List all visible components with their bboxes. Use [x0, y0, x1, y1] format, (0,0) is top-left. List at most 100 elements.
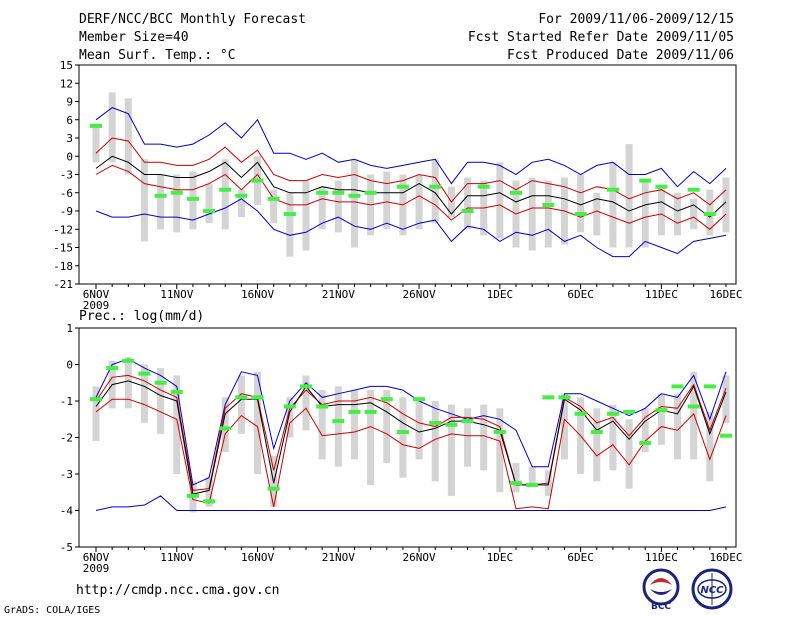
obs-marker: [235, 193, 248, 198]
footer-url[interactable]: http://cmdp.ncc.cma.gov.cn: [76, 583, 280, 598]
spread-bar: [431, 159, 439, 224]
spread-bar: [690, 371, 698, 460]
spread-bar: [318, 390, 326, 460]
spread-bar: [609, 404, 617, 471]
chart-title: DERF/NCC/BCC Monthly Forecast: [79, 12, 306, 27]
obs-marker: [429, 184, 442, 189]
obs-marker: [267, 196, 280, 201]
obs-marker: [639, 440, 652, 445]
produced-date: Fcst Produced Date 2009/11/06: [507, 48, 734, 63]
obs-marker: [542, 202, 555, 207]
series-line-spread_hi: [95, 374, 727, 491]
y-tick-label: -12: [53, 223, 73, 236]
spread-bar: [237, 189, 245, 218]
obs-marker: [170, 389, 183, 394]
spread-bar: [124, 357, 132, 409]
obs-marker: [316, 404, 329, 409]
x-year-label: 2009: [83, 299, 110, 312]
spread-bar: [286, 397, 294, 438]
obs-marker: [590, 430, 603, 435]
y-tick-label: -3: [60, 169, 73, 182]
spread-bar: [157, 174, 165, 230]
bcc-logo: BCC: [642, 568, 680, 611]
spread-bar: [108, 92, 116, 163]
obs-marker: [445, 422, 458, 427]
obs-marker: [283, 212, 296, 217]
series-line-upper: [95, 107, 727, 188]
x-tick-label: 11NOV: [160, 551, 193, 564]
obs-marker: [655, 184, 668, 189]
spread-bar: [431, 401, 439, 482]
y-tick-label: 12: [60, 77, 73, 90]
y-tick-label: -21: [53, 278, 73, 291]
obs-marker: [364, 409, 377, 414]
spread-bar: [560, 393, 568, 460]
obs-marker: [267, 486, 280, 491]
obs-marker: [283, 404, 296, 409]
spread-bar: [318, 186, 326, 230]
obs-marker: [574, 212, 587, 217]
obs-marker: [703, 212, 716, 217]
spread-bar: [334, 386, 342, 467]
spread-bar: [124, 98, 132, 175]
obs-marker: [461, 209, 474, 213]
spread-bar: [625, 144, 633, 248]
x-tick-label: 1DEC: [487, 551, 514, 564]
spread-bar: [577, 174, 585, 233]
obs-marker: [219, 187, 232, 192]
series-line-spread_lo: [95, 398, 727, 510]
spread-bar: [415, 401, 423, 460]
obs-marker: [542, 395, 555, 400]
obs-marker: [203, 209, 216, 213]
obs-marker: [720, 433, 732, 438]
spread-bar: [302, 375, 310, 431]
y-tick-label: 3: [66, 132, 73, 145]
x-tick-label: 6NOV: [83, 551, 110, 564]
x-tick-label: 1DEC: [487, 288, 514, 301]
x-tick-label: 26NOV: [403, 288, 436, 301]
spread-bar: [641, 408, 649, 453]
ncc-logo-text: NCC: [700, 585, 724, 596]
obs-marker: [138, 371, 151, 376]
x-tick-label: 11DEC: [645, 551, 678, 564]
y-tick-label: 6: [66, 114, 73, 127]
obs-marker: [558, 395, 571, 400]
y-tick-label: -6: [60, 187, 73, 200]
obs-marker: [671, 384, 684, 389]
obs-marker: [186, 493, 199, 498]
obs-marker: [170, 190, 183, 195]
obs-marker: [316, 190, 329, 195]
spread-bar: [221, 159, 229, 230]
forecast-period: For 2009/11/06-2009/12/15: [538, 12, 734, 27]
series-line-mean: [95, 155, 727, 218]
spread-bar: [657, 393, 665, 445]
obs-marker: [203, 499, 216, 504]
obs-marker: [606, 187, 619, 192]
spread-bar: [350, 390, 358, 460]
spread-bar: [593, 192, 601, 236]
obs-marker: [623, 409, 636, 414]
obs-marker: [639, 178, 652, 183]
obs-marker: [510, 190, 522, 195]
y-tick-label: -15: [53, 242, 73, 255]
x-tick-label: 6DEC: [567, 288, 594, 301]
x-tick-label: 11NOV: [160, 288, 193, 301]
prec-label: Prec.: log(mm/d): [79, 309, 205, 324]
obs-marker: [332, 419, 345, 424]
y-tick-label: -4: [60, 505, 74, 518]
obs-marker: [510, 481, 522, 486]
spread-bar: [140, 364, 148, 423]
x-tick-label: 26NOV: [403, 551, 436, 564]
obs-marker: [526, 482, 539, 487]
x-tick-label: 6NOV: [83, 288, 110, 301]
ncc-logo: NCC: [691, 568, 733, 610]
obs-marker: [429, 420, 442, 425]
spread-bar: [528, 466, 536, 485]
y-tick-label: -5: [60, 541, 73, 554]
spread-bar: [593, 408, 601, 482]
spread-bar: [350, 159, 358, 248]
spread-bar: [609, 162, 617, 248]
x-tick-label: 21NOV: [322, 288, 355, 301]
spread-bar: [464, 177, 472, 230]
spread-bar: [464, 408, 472, 467]
